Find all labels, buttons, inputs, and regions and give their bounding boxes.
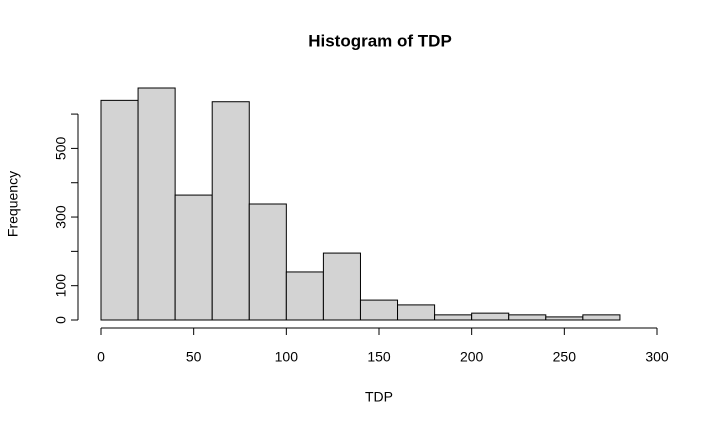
bar [322,252,361,321]
x-tick-label: 100 [275,349,299,365]
y-tick-label: 0 [53,316,69,324]
bar [397,304,436,321]
bar [359,299,399,321]
x-tick-label: 250 [553,349,577,365]
bar [434,314,473,321]
y-tick-label: 100 [53,274,69,298]
x-tick-label: 200 [460,349,484,365]
bar [137,87,176,321]
x-tick-label: 300 [645,349,669,365]
bar [248,203,287,321]
bar [285,271,324,321]
x-tick-label: 0 [97,349,105,365]
bar [471,312,510,321]
bar [582,314,621,321]
y-tick-label: 500 [53,137,69,161]
bar [174,194,213,321]
bar [545,316,584,321]
x-axis-label: TDP [365,389,393,405]
bar [211,101,250,321]
y-axis-label: Frequency [5,171,21,237]
y-tick-label: 300 [53,205,69,229]
bar [100,99,139,321]
chart-title: Histogram of TDP [308,31,452,50]
x-tick-label: 50 [186,349,202,365]
x-tick-label: 150 [367,349,391,365]
bar [508,314,547,321]
